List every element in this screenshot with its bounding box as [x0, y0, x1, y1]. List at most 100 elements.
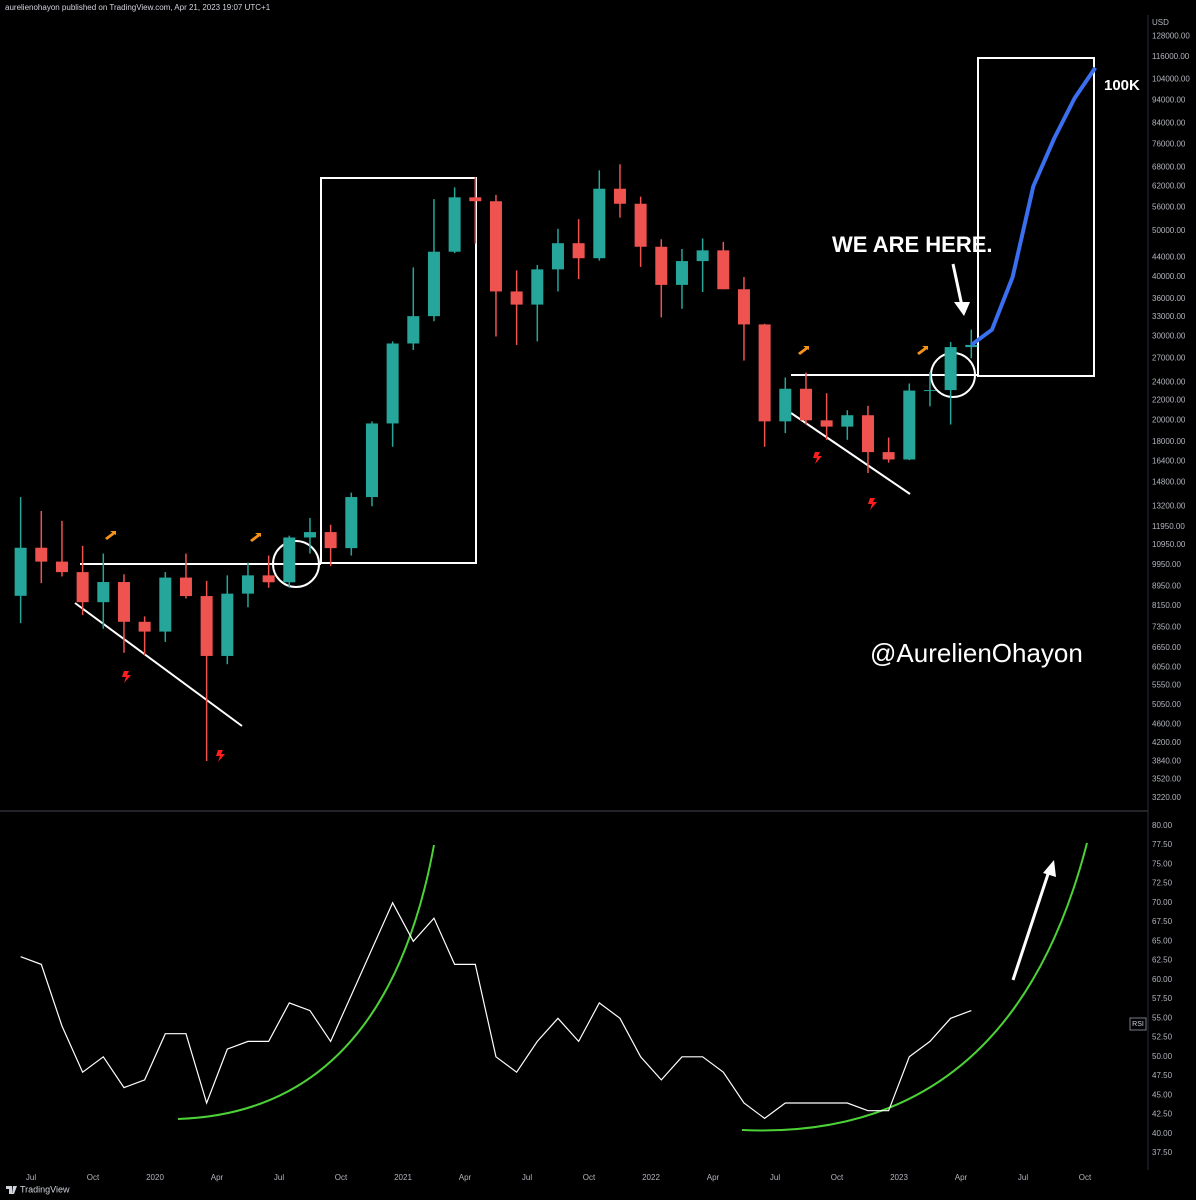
projection-line [970, 66, 1097, 347]
y-tick-label: 13200.00 [1152, 501, 1186, 510]
y-tick-label: 50.00 [1152, 1052, 1173, 1061]
y-tick-label: 75.00 [1152, 859, 1173, 868]
y-tick-label: 94000.00 [1152, 95, 1186, 104]
y-tick-label: 20000.00 [1152, 415, 1186, 424]
candle-body [345, 497, 358, 549]
candle-body [820, 420, 833, 427]
x-tick-label: Jul [274, 1173, 284, 1182]
candle-body [531, 269, 544, 305]
y-tick-label: 9950.00 [1152, 560, 1181, 569]
indicator-label: RSI [1132, 1021, 1144, 1028]
y-tick-label: 76000.00 [1152, 139, 1186, 148]
x-tick-label: Jul [26, 1173, 36, 1182]
hammer-icons [105, 346, 928, 542]
x-tick-label: Apr [707, 1173, 720, 1182]
y-tick-label: 60.00 [1152, 975, 1173, 984]
candle-body [241, 575, 254, 594]
candle-body [35, 547, 48, 562]
y-tick-label: 55.00 [1152, 1013, 1173, 1022]
annotation: WE ARE HERE. [832, 232, 993, 257]
y-tick-label: 40.00 [1152, 1129, 1173, 1138]
candle-body [303, 532, 316, 538]
y-tick-label: 4600.00 [1152, 719, 1181, 728]
watermark: @AurelienOhayon [870, 638, 1083, 668]
y-tick-label: 3220.00 [1152, 793, 1181, 802]
circle [272, 540, 320, 588]
candle-body [200, 596, 213, 656]
candle-body [407, 316, 420, 344]
candle-body [55, 561, 68, 573]
candle-body [386, 343, 399, 424]
x-tick-label: Apr [211, 1173, 224, 1182]
candle-body [675, 261, 688, 285]
signal-icon [813, 452, 822, 464]
y-tick-label: 84000.00 [1152, 119, 1186, 128]
candle-body [655, 246, 668, 285]
rsi-line [20, 901, 972, 1120]
y-tick-label: 62.50 [1152, 956, 1173, 965]
y-tick-label: 3520.00 [1152, 775, 1181, 784]
trend-line [790, 412, 911, 495]
y-tick-label: 18000.00 [1152, 437, 1186, 446]
candle-body [572, 243, 585, 259]
x-tick-label: Jul [770, 1173, 780, 1182]
y-tick-label: 42.50 [1152, 1110, 1173, 1119]
x-tick-label: Jul [522, 1173, 532, 1182]
y-tick-label: 65.00 [1152, 936, 1173, 945]
y-tick-label: 36000.00 [1152, 294, 1186, 303]
candle-body [117, 582, 130, 622]
x-tick-label: 2021 [394, 1173, 412, 1182]
candle-body [841, 415, 854, 427]
y-tick-label: 50000.00 [1152, 226, 1186, 235]
candle-body [324, 532, 337, 549]
hammer-icon [105, 531, 116, 540]
x-tick-label: 2020 [146, 1173, 164, 1182]
y-tick-label: 27000.00 [1152, 353, 1186, 362]
y-tick-label: 4200.00 [1152, 738, 1181, 747]
candle-body [861, 415, 874, 453]
y-tick-label: 56000.00 [1152, 203, 1186, 212]
candle-body [737, 289, 750, 325]
candle-body [696, 250, 709, 262]
y-tick-label: 57.50 [1152, 994, 1173, 1003]
hammer-icon [798, 346, 809, 355]
y-tick-label: 104000.00 [1152, 75, 1190, 84]
candle-body [634, 203, 647, 247]
candle-body [779, 388, 792, 422]
indicator-tag [1129, 1017, 1147, 1031]
candle-body [923, 390, 936, 392]
y-tick-label: 62000.00 [1152, 181, 1186, 190]
y-tick-label: 8950.00 [1152, 582, 1181, 591]
candle-body [799, 388, 812, 421]
signal-icon [216, 750, 225, 762]
candle-body [882, 452, 895, 460]
x-tick-label: Oct [583, 1173, 596, 1182]
y-tick-label: 16400.00 [1152, 456, 1186, 465]
y-tick-label: 40000.00 [1152, 272, 1186, 281]
y-tick-label: 47.50 [1152, 1071, 1173, 1080]
y-tick-label: 80.00 [1152, 821, 1173, 830]
candle-body [469, 197, 482, 202]
candle-body [283, 537, 296, 583]
candle-body [14, 547, 27, 596]
footer-logo: TradingView [20, 1184, 70, 1194]
x-tick-label: Oct [335, 1173, 348, 1182]
arrow-head [1043, 860, 1056, 877]
curve [177, 844, 435, 1120]
x-tick-label: 2023 [890, 1173, 908, 1182]
y-tick-label: 3840.00 [1152, 757, 1181, 766]
candle-body [489, 201, 502, 292]
signal-icon [868, 498, 877, 510]
y-tick-label: 8150.00 [1152, 601, 1181, 610]
candle-body [965, 344, 978, 348]
candle-body [944, 347, 957, 391]
candle-body [97, 582, 110, 603]
y-tick-label: 22000.00 [1152, 396, 1186, 405]
x-tick-label: Jul [1018, 1173, 1028, 1182]
candle-body [510, 291, 523, 305]
hammer-icon [250, 533, 261, 542]
y-tick-label: 5050.00 [1152, 700, 1181, 709]
candle-body [262, 575, 275, 583]
header: aurelienohayon published on TradingView.… [5, 3, 271, 12]
